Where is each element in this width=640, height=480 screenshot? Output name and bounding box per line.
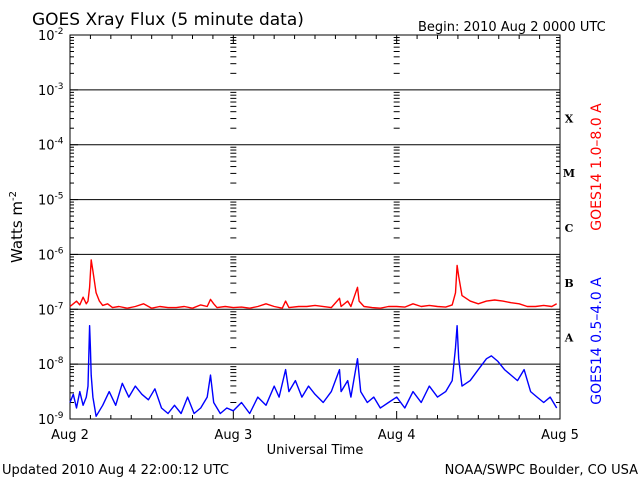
series-line-short-wavelength xyxy=(69,325,558,417)
y-tick-label: 10-2 xyxy=(38,27,64,44)
y-tick-exponent: -4 xyxy=(55,137,64,147)
footer-updated: Updated 2010 Aug 4 22:00:12 UTC xyxy=(2,463,229,478)
y-tick-exponent: -2 xyxy=(55,27,64,37)
y-tick-exponent: -9 xyxy=(55,411,64,421)
y-tick-label: 10-7 xyxy=(38,301,64,318)
legend-blue-series: GOES14 0.5–4.0 A xyxy=(589,277,605,405)
x-axis-label: Universal Time xyxy=(267,443,364,458)
y-axis-label-exponent: -2 xyxy=(8,191,19,201)
y-tick-base: 10 xyxy=(38,194,55,209)
y-tick-exponent: -8 xyxy=(55,356,64,366)
flare-class-x: X xyxy=(565,112,574,125)
y-tick-base: 10 xyxy=(38,139,55,154)
flare-class-a: A xyxy=(564,332,574,345)
flare-class-m: M xyxy=(563,167,575,180)
plot-frame xyxy=(69,34,561,420)
y-tick-label: 10-5 xyxy=(38,192,64,209)
gridlines xyxy=(70,89,560,365)
y-axis-label-main: Watts m xyxy=(8,201,26,263)
y-tick-base: 10 xyxy=(38,248,55,263)
y-tick-base: 10 xyxy=(38,413,55,428)
y-tick-base: 10 xyxy=(38,29,55,44)
flare-class-c: C xyxy=(565,222,574,235)
y-tick-labels: 10-210-310-410-510-610-710-810-9 xyxy=(38,27,64,428)
series-line-long-wavelength xyxy=(69,259,558,309)
x-tick-label: Aug 2 xyxy=(51,428,89,443)
y-tick-base: 10 xyxy=(38,358,55,373)
y-tick-label: 10-6 xyxy=(38,246,64,263)
footer-credit: NOAA/SWPC Boulder, CO USA xyxy=(445,463,638,478)
y-tick-exponent: -6 xyxy=(55,246,64,256)
x-tick-labels: Aug 2 Aug 3 Aug 4 Aug 5 xyxy=(51,428,579,443)
y-tick-label: 10-3 xyxy=(38,82,64,99)
chart-title: GOES Xray Flux (5 minute data) xyxy=(32,10,304,30)
y-tick-exponent: -7 xyxy=(55,301,64,311)
minor-ticks xyxy=(69,35,561,420)
y-tick-label: 10-9 xyxy=(38,411,64,428)
y-axis-label: Watts m-2 xyxy=(8,191,26,263)
y-tick-label: 10-4 xyxy=(38,137,64,154)
legend-red-series: GOES14 1.0–8.0 A xyxy=(589,103,605,231)
flare-class-b: B xyxy=(564,277,573,290)
x-tick-label: Aug 4 xyxy=(378,428,416,443)
y-tick-label: 10-8 xyxy=(38,356,64,373)
y-tick-exponent: -3 xyxy=(55,82,64,92)
begin-label: Begin: 2010 Aug 2 0000 UTC xyxy=(418,20,606,35)
y-tick-base: 10 xyxy=(38,303,55,318)
flare-class-labels: X M C B A xyxy=(563,112,575,344)
y-tick-base: 10 xyxy=(38,84,55,99)
series-lines xyxy=(69,259,558,417)
y-tick-exponent: -5 xyxy=(55,192,64,202)
x-tick-label: Aug 3 xyxy=(214,428,252,443)
x-tick-label: Aug 5 xyxy=(541,428,579,443)
